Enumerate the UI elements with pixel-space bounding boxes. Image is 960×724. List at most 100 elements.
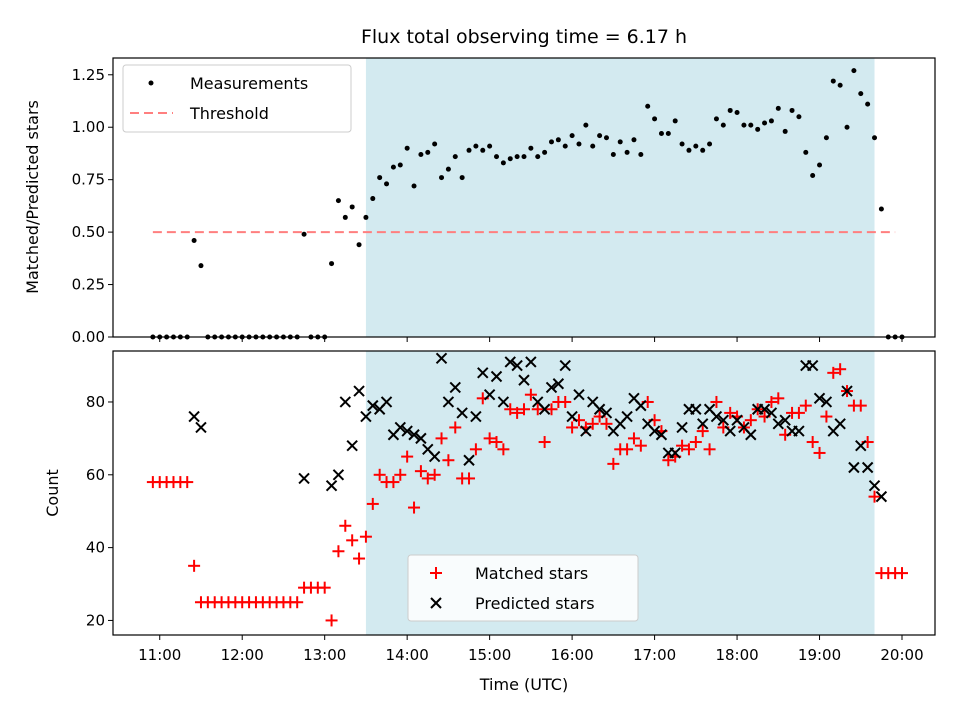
- measurement-point-55: [528, 145, 534, 151]
- predicted-star-point-37: [559, 359, 571, 372]
- x-tick-label: 17:00: [633, 646, 676, 664]
- matched-star-point-26: [325, 614, 338, 627]
- predicted-star-point-7: [353, 385, 365, 397]
- predicted-star-point-22: [456, 407, 468, 419]
- matched-star-point-55: [524, 388, 537, 401]
- x-tick-label: 16:00: [550, 646, 593, 664]
- measurement-point-47: [473, 143, 479, 149]
- legend-matched-label: Matched stars: [475, 564, 588, 583]
- measurement-point-29: [349, 204, 355, 210]
- matched-star-point-64: [586, 417, 599, 430]
- measurement-point-104: [865, 101, 871, 107]
- predicted-star-point-39: [573, 388, 585, 401]
- measurement-point-100: [837, 82, 843, 88]
- measurement-point-36: [397, 162, 403, 168]
- predicted-star-point-11: [380, 396, 393, 408]
- measurement-point-86: [741, 122, 747, 128]
- matched-star-point-109: [896, 567, 909, 580]
- top-shaded-band: [365, 58, 875, 337]
- predicted-star-point-30: [511, 359, 523, 372]
- predicted-star-point-19: [435, 352, 448, 364]
- predicted-star-point-20: [442, 396, 455, 408]
- measurement-point-70: [631, 137, 637, 143]
- predicted-star-point-54: [676, 421, 688, 434]
- top-x-ticks: [159, 337, 903, 342]
- legend-measurements-label: Measurements: [190, 74, 308, 93]
- matched-star-point-38: [408, 501, 421, 514]
- predicted-star-point-74: [813, 392, 826, 405]
- predicted-star-point-15: [408, 429, 420, 441]
- measurement-point-56: [535, 154, 541, 160]
- measurement-points: [150, 68, 905, 340]
- measurement-point-32: [370, 196, 376, 202]
- predicted-star-point-28: [497, 396, 510, 408]
- matched-star-point-71: [634, 439, 647, 452]
- matched-star-point-67: [607, 457, 620, 470]
- matched-star-point-44: [449, 421, 462, 434]
- measurement-point-96: [810, 172, 816, 178]
- measurement-point-85: [734, 110, 740, 116]
- top-axes-frame: [112, 57, 936, 338]
- predicted-star-point-73: [806, 359, 819, 372]
- measurement-point-95: [803, 149, 809, 155]
- measurement-point-60: [562, 143, 568, 149]
- matched-star-point-47: [469, 443, 482, 456]
- matched-star-point-37: [401, 450, 414, 463]
- measurement-point-81: [707, 141, 713, 147]
- measurement-point-106: [878, 206, 884, 212]
- bottom-legend: Matched stars Predicted stars: [407, 554, 639, 622]
- measurement-point-30: [356, 242, 362, 248]
- matched-star-point-27: [332, 545, 345, 558]
- x-tick-label: 11:00: [138, 646, 181, 664]
- predicted-star-point-0: [188, 410, 200, 423]
- measurement-point-49: [487, 143, 493, 149]
- measurement-legend-marker: [148, 80, 154, 86]
- measurement-point-64: [590, 143, 596, 149]
- predicted-star-point-60: [717, 414, 730, 426]
- predicted-star-point-46: [621, 410, 633, 423]
- measurement-point-7: [198, 263, 204, 269]
- matched-star-point-5: [181, 476, 194, 489]
- measurement-point-58: [548, 139, 554, 145]
- predicted-star-point-14: [401, 425, 413, 437]
- measurement-point-54: [521, 154, 527, 160]
- matched-star-point-96: [806, 436, 819, 449]
- predicted-star-point-2: [298, 472, 310, 485]
- matched-legend-marker: [430, 567, 442, 579]
- predicted-star-point-68: [772, 418, 785, 430]
- matched-star-point-84: [724, 406, 737, 419]
- predicted-star-point-4: [332, 469, 345, 481]
- measurement-point-35: [390, 164, 396, 170]
- measurement-point-40: [425, 149, 431, 155]
- predicted-star-point-1: [195, 421, 207, 434]
- measurement-point-33: [377, 175, 383, 181]
- measurement-point-71: [638, 151, 644, 157]
- predicted-star-point-56: [690, 403, 702, 415]
- measurement-point-68: [617, 139, 623, 145]
- measurement-point-99: [830, 78, 836, 84]
- predicted-star-point-75: [820, 396, 833, 408]
- measurement-point-63: [583, 122, 589, 128]
- matched-star-point-87: [744, 414, 757, 427]
- matched-star-point-58: [545, 403, 558, 416]
- measurement-point-82: [713, 116, 719, 122]
- predicted-star-point-77: [834, 418, 846, 430]
- matched-star-point-75: [662, 454, 675, 467]
- measurement-point-97: [817, 162, 823, 168]
- predicted-star-point-8: [360, 410, 372, 423]
- matched-star-point-60: [559, 395, 572, 408]
- matched-star-point-31: [359, 530, 372, 543]
- predicted-star-point-16: [415, 432, 427, 445]
- measurement-point-62: [576, 141, 582, 147]
- measurement-point-79: [693, 143, 699, 149]
- top-y-tick-label: 1.25: [72, 66, 105, 84]
- matched-star-point-57: [538, 436, 551, 449]
- measurement-point-90: [768, 118, 774, 124]
- measurement-point-22: [301, 231, 307, 237]
- measurement-point-84: [727, 107, 733, 113]
- top-y-ticks: 0.00 0.25 0.50 0.75 1.00 1.25: [72, 66, 113, 346]
- predicted-star-point-64: [745, 429, 757, 441]
- measurement-point-98: [823, 135, 829, 141]
- x-tick-label: 14:00: [386, 646, 429, 664]
- matched-star-point-49: [483, 432, 496, 445]
